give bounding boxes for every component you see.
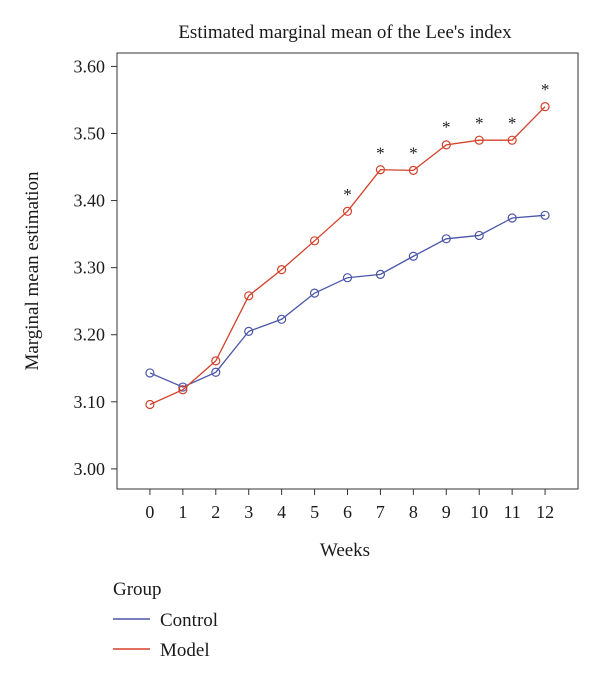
x-tick-label: 1: [178, 502, 187, 522]
legend-label-model: Model: [160, 640, 210, 661]
data-point-model: [540, 102, 550, 112]
data-point-model: [277, 265, 287, 275]
y-tick-label: 3.00: [74, 459, 106, 479]
data-point-control: [441, 234, 451, 244]
data-point-model: [244, 291, 254, 301]
x-tick-label: 5: [310, 502, 319, 522]
data-point-control: [211, 367, 221, 377]
data-point-model: [375, 165, 386, 175]
series-line-control: [149, 214, 546, 388]
series-line-model: [149, 106, 546, 406]
data-point-control: [277, 314, 287, 324]
significance-asterisk: *: [409, 144, 418, 163]
data-point-control: [540, 210, 550, 220]
y-tick-label: 3.10: [74, 392, 106, 412]
series-layer: [145, 102, 550, 410]
y-axis: 3.00 3.10 3.20 3.30 3.40 3.50 3.60: [74, 56, 117, 479]
data-point-control: [375, 269, 386, 279]
y-tick-label: 3.50: [74, 123, 106, 143]
data-point-model: [474, 135, 484, 145]
data-point-model: [507, 135, 517, 145]
significance-asterisk: *: [508, 113, 517, 132]
x-tick-label: 10: [470, 502, 488, 522]
data-point-control: [342, 273, 353, 283]
data-point-model: [145, 399, 155, 410]
y-axis-label: Marginal mean estimation: [22, 171, 43, 371]
data-point-model: [342, 206, 353, 216]
data-point-control: [145, 368, 155, 378]
legend-title: Group: [113, 579, 162, 600]
data-point-model: [408, 165, 418, 175]
legend-label-control: Control: [160, 610, 218, 631]
x-tick-label: 8: [409, 502, 418, 522]
x-tick-label: 11: [503, 502, 520, 522]
x-tick-label: 2: [211, 502, 220, 522]
data-point-control: [309, 288, 320, 298]
y-tick-label: 3.20: [74, 325, 106, 345]
x-tick-label: 3: [244, 502, 253, 522]
data-point-model: [211, 356, 221, 366]
y-tick-label: 3.30: [74, 258, 106, 278]
x-axis: 0 1 2 3 4 5 6 7 8 9 10 11 12: [145, 489, 554, 522]
data-point-model: [441, 140, 451, 150]
data-point-model: [309, 236, 320, 246]
data-point-control: [408, 251, 418, 261]
legend: Group Control Model: [113, 579, 218, 661]
chart-title: Estimated marginal mean of the Lee's ind…: [178, 22, 512, 43]
data-point-control: [474, 230, 484, 241]
x-tick-label: 7: [376, 502, 385, 522]
x-tick-label: 9: [442, 502, 451, 522]
data-point-control: [244, 326, 254, 336]
significance-asterisk: *: [376, 144, 385, 163]
x-axis-label: Weeks: [320, 540, 370, 561]
x-tick-label: 0: [145, 502, 154, 522]
x-tick-label: 4: [277, 502, 286, 522]
data-point-model: [178, 385, 188, 395]
y-tick-label: 3.60: [74, 56, 106, 76]
significance-asterisk: *: [541, 80, 550, 99]
data-point-control: [507, 213, 517, 223]
y-tick-label: 3.40: [74, 191, 106, 211]
x-tick-label: 6: [343, 502, 352, 522]
significance-asterisk: *: [442, 117, 451, 136]
significance-asterisk: *: [475, 113, 484, 132]
x-tick-label: 12: [536, 502, 554, 522]
significance-asterisk: *: [343, 185, 352, 204]
annotation-layer: * * * * * * *: [343, 80, 549, 204]
